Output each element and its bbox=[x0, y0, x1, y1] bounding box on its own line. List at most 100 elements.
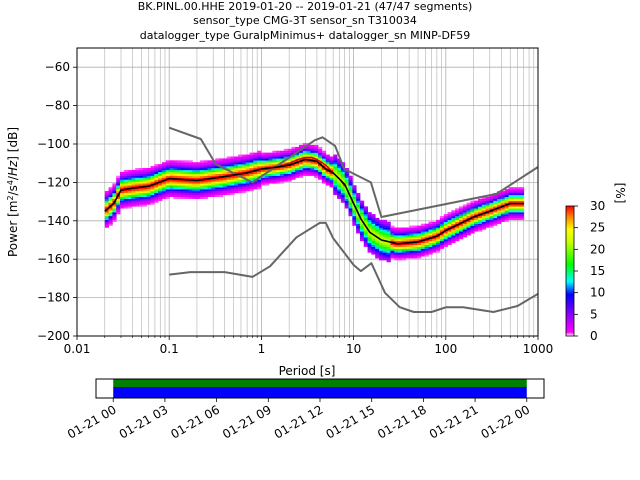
heatmap-cell bbox=[516, 194, 521, 197]
heatmap-cell bbox=[196, 168, 201, 171]
heatmap-cell bbox=[428, 231, 433, 234]
heatmap-cell bbox=[196, 164, 201, 167]
heatmap-cell bbox=[340, 171, 346, 174]
heatmap-cell bbox=[245, 162, 250, 165]
heatmap-cell bbox=[295, 146, 300, 149]
heatmap-cell bbox=[386, 252, 391, 255]
heatmap-cell bbox=[169, 189, 174, 192]
heatmap-cell bbox=[329, 175, 334, 178]
heatmap-cell bbox=[158, 185, 163, 188]
heatmap-cell bbox=[196, 175, 201, 178]
heatmap-cell bbox=[504, 208, 509, 211]
heatmap-cell bbox=[234, 183, 239, 186]
heatmap-cell bbox=[394, 246, 399, 249]
heatmap-cell bbox=[352, 206, 357, 209]
heatmap-cell bbox=[504, 206, 509, 209]
heatmap-cell bbox=[398, 248, 403, 251]
heatmap-cell bbox=[184, 194, 189, 197]
heatmap-cell bbox=[238, 183, 243, 186]
heatmap-cell bbox=[180, 191, 186, 194]
heatmap-cell bbox=[260, 169, 266, 173]
heatmap-cell bbox=[131, 202, 136, 205]
heatmap-cell bbox=[211, 169, 216, 173]
heatmap-cell bbox=[192, 196, 197, 199]
heatmap-cell bbox=[363, 206, 368, 209]
heatmap-cell bbox=[272, 156, 277, 159]
heatmap-cell bbox=[234, 164, 239, 167]
heatmap-cell bbox=[321, 152, 327, 155]
heatmap-cell bbox=[436, 221, 441, 224]
heatmap-cell bbox=[257, 179, 262, 182]
heatmap-cell bbox=[249, 177, 254, 180]
heatmap-cell bbox=[462, 204, 467, 207]
heatmap-cell bbox=[363, 227, 368, 230]
heatmap-cell bbox=[276, 179, 281, 182]
heatmap-cell bbox=[512, 187, 517, 190]
heatmap-cell bbox=[325, 154, 330, 157]
heatmap-cell bbox=[180, 181, 186, 184]
heatmap-cell bbox=[207, 160, 212, 163]
heatmap-cell bbox=[230, 168, 235, 171]
heatmap-cell bbox=[333, 177, 338, 180]
heatmap-cell bbox=[493, 216, 498, 219]
heatmap-cell bbox=[470, 219, 475, 222]
heatmap-cell bbox=[386, 227, 391, 230]
heatmap-cell bbox=[314, 171, 319, 174]
heatmap-cell bbox=[299, 152, 304, 155]
heatmap-cell bbox=[504, 189, 509, 192]
heatmap-cell bbox=[112, 206, 117, 209]
heatmap-cell bbox=[219, 177, 224, 180]
heatmap-cell bbox=[378, 258, 384, 261]
heatmap-cell bbox=[451, 229, 456, 232]
heatmap-cell bbox=[508, 214, 513, 217]
heatmap-cell bbox=[272, 154, 277, 157]
heatmap-cell bbox=[325, 164, 330, 167]
heatmap-cell bbox=[234, 156, 239, 159]
heatmap-cell bbox=[135, 202, 140, 205]
heatmap-cell bbox=[196, 177, 201, 180]
heatmap-cell bbox=[177, 179, 182, 182]
heatmap-cell bbox=[439, 242, 445, 245]
heatmap-cell bbox=[116, 177, 121, 180]
heatmap-cell bbox=[432, 250, 437, 253]
heatmap-cell bbox=[458, 227, 464, 230]
heatmap-cell bbox=[466, 227, 471, 230]
heatmap-cell bbox=[481, 206, 487, 209]
heatmap-cell bbox=[268, 158, 273, 161]
heatmap-cell bbox=[310, 162, 315, 165]
heatmap-cell bbox=[458, 225, 464, 228]
heatmap-cell bbox=[382, 248, 388, 251]
heatmap-cell bbox=[447, 216, 452, 219]
heatmap-cell bbox=[192, 166, 197, 169]
heatmap-cell bbox=[401, 239, 407, 242]
heatmap-cell bbox=[340, 198, 346, 201]
heatmap-cell bbox=[424, 231, 429, 234]
heatmap-cell bbox=[306, 162, 311, 165]
heatmap-cell bbox=[386, 260, 391, 263]
y-axis-ticks: −200−180−160−140−120−100−80−60 bbox=[37, 60, 77, 343]
heatmap-cell bbox=[390, 242, 395, 245]
heatmap-cell bbox=[180, 171, 186, 174]
heatmap-cell bbox=[249, 185, 254, 188]
y-tick-label: −80 bbox=[45, 99, 70, 113]
heatmap-cell bbox=[405, 240, 410, 244]
heatmap-cell bbox=[104, 194, 109, 197]
heatmap-cell bbox=[420, 235, 426, 238]
heatmap-cell bbox=[116, 210, 121, 213]
heatmap-cell bbox=[371, 244, 376, 247]
heatmap-cell bbox=[356, 227, 361, 230]
heatmap-cell bbox=[127, 173, 132, 176]
heatmap-cell bbox=[428, 221, 433, 224]
heatmap-cell bbox=[409, 233, 414, 236]
heatmap-cell bbox=[325, 183, 330, 186]
heatmap-cell bbox=[169, 166, 174, 169]
heatmap-cell bbox=[222, 191, 228, 194]
heatmap-cell bbox=[123, 173, 129, 176]
heatmap-cell bbox=[135, 200, 140, 203]
heatmap-cell bbox=[497, 200, 502, 203]
heatmap-cell bbox=[489, 216, 494, 219]
heatmap-cell bbox=[413, 242, 418, 245]
heatmap-cell bbox=[466, 208, 471, 211]
heatmap-cell bbox=[279, 168, 285, 171]
heatmap-cell bbox=[276, 158, 281, 161]
